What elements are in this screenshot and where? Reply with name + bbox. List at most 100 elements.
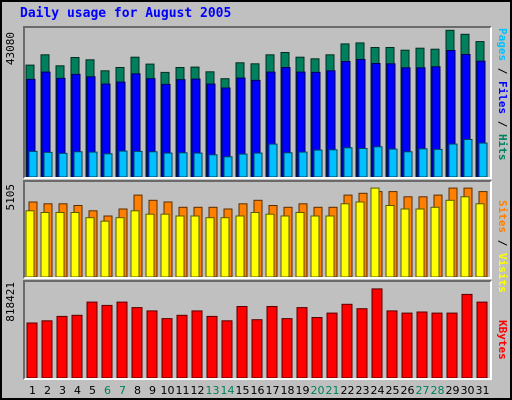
bar-visits-day-5 [85,217,95,278]
bar-visits-day-17 [265,213,275,278]
hits-files-pages-panel [23,26,492,179]
hits-files-pages-chart [25,29,488,178]
bar-pages-day-26 [403,151,413,178]
bar-kbytes-day-11 [176,314,188,379]
bar-kbytes-day-29 [446,312,458,379]
bar-kbytes-day-31 [476,301,488,379]
bar-visits-day-21 [325,215,335,278]
day-label-19: 19 [296,384,310,397]
day-label-2: 2 [44,384,51,397]
day-label-21: 21 [326,384,340,397]
bar-visits-day-8 [130,210,140,278]
bar-pages-day-15 [238,153,248,178]
bar-kbytes-day-17 [266,306,278,379]
bar-kbytes-day-22 [341,303,353,379]
bar-kbytes-day-28 [431,312,443,379]
bar-pages-day-21 [328,149,338,178]
legend-sep-1: / [496,67,509,75]
bar-visits-day-28 [430,206,440,278]
bar-visits-day-25 [385,205,395,278]
visits-sites-panel [23,180,492,279]
day-label-13: 13 [206,384,220,397]
bar-pages-day-24 [373,146,383,178]
day-label-24: 24 [371,384,385,397]
day-label-1: 1 [29,384,36,397]
bar-visits-day-2 [40,212,50,278]
day-label-16: 16 [251,384,265,397]
bar-visits-day-24 [370,187,380,278]
day-label-31: 31 [476,384,490,397]
bar-pages-day-12 [193,152,203,178]
day-label-18: 18 [281,384,295,397]
legend-hits: Hits [496,134,509,161]
day-label-6: 6 [104,384,111,397]
bar-pages-day-31 [478,142,488,178]
day-label-15: 15 [236,384,250,397]
bar-kbytes-day-8 [131,307,143,379]
bar-pages-day-9 [148,151,158,178]
legend-visits: Visits [496,253,509,293]
bar-visits-day-20 [310,215,320,278]
day-label-25: 25 [386,384,400,397]
bar-visits-day-31 [475,203,485,278]
bar-pages-day-23 [358,148,368,178]
bar-visits-day-14 [220,217,230,278]
bar-pages-day-4 [73,151,83,178]
bar-pages-day-16 [253,152,263,178]
bar-kbytes-day-7 [116,301,128,379]
bar-visits-day-22 [340,203,350,278]
bar-kbytes-day-5 [86,301,98,379]
bar-kbytes-day-1 [26,322,38,379]
day-label-20: 20 [311,384,325,397]
bar-pages-day-13 [208,154,218,178]
bar-visits-day-7 [115,217,125,278]
bar-visits-day-19 [295,212,305,278]
bar-pages-day-18 [283,152,293,178]
bar-kbytes-day-20 [311,317,323,379]
day-axis: 1 2 3 4 5 6 7 8 9 10 11 12 13 14 15 16 17 18 19 20 21 22 23 24 2… [29,384,490,397]
visits-y-max-label: 5105 [4,184,17,211]
bar-visits-day-29 [445,199,455,278]
bar-pages-day-17 [268,143,278,178]
bar-kbytes-day-30 [461,293,473,379]
bar-pages-day-14 [223,156,233,178]
bar-kbytes-day-18 [281,318,293,379]
bar-kbytes-day-10 [161,318,173,379]
day-label-23: 23 [356,384,370,397]
bar-visits-day-27 [415,208,425,278]
bar-kbytes-day-3 [56,315,68,379]
bar-kbytes-day-27 [416,311,428,379]
legend-files: Files [496,81,509,115]
bar-visits-day-26 [400,208,410,278]
bar-kbytes-day-24 [371,288,383,379]
bar-pages-day-25 [388,148,398,178]
bar-kbytes-day-14 [221,320,233,379]
bar-pages-day-19 [298,151,308,178]
bar-visits-day-9 [145,213,155,278]
legend-kbytes: KBytes [496,320,509,360]
bar-pages-day-1 [28,150,38,178]
bar-pages-day-30 [463,139,473,178]
bar-kbytes-day-9 [146,310,158,379]
bar-visits-day-15 [235,215,245,278]
hits-y-max-label: 43080 [4,32,17,66]
bar-pages-day-10 [163,152,173,178]
bar-kbytes-day-26 [401,312,413,379]
day-label-7: 7 [119,384,126,397]
chart-title: Daily usage for August 2005 [20,6,232,21]
bar-visits-day-12 [190,215,200,278]
day-label-22: 22 [341,384,355,397]
bar-pages-day-3 [58,152,68,178]
bar-kbytes-day-19 [296,307,308,379]
bar-visits-day-11 [175,215,185,278]
day-label-30: 30 [461,384,475,397]
bar-pages-day-7 [118,150,128,178]
bar-visits-day-23 [355,201,365,278]
legend-sep-2: / [496,120,509,128]
bar-pages-day-8 [133,150,143,178]
day-label-3: 3 [59,384,66,397]
kbytes-chart [26,288,488,379]
bar-pages-day-28 [433,148,443,178]
bar-pages-day-11 [178,152,188,178]
